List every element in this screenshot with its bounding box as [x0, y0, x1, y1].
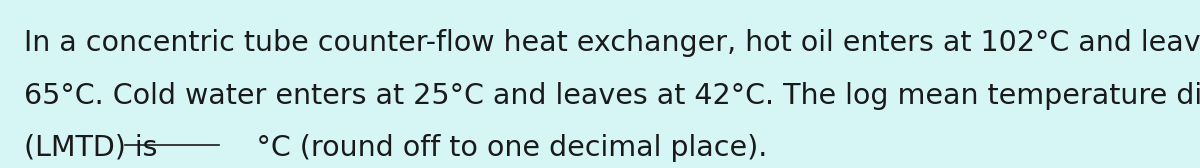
Text: 65°C. Cold water enters at 25°C and leaves at 42°C. The log mean temperature dif: 65°C. Cold water enters at 25°C and leav…	[24, 82, 1200, 110]
Text: (LMTD) is           °C (round off to one decimal place).: (LMTD) is °C (round off to one decimal p…	[24, 134, 768, 162]
Text: In a concentric tube counter-flow heat exchanger, hot oil enters at 102°C and le: In a concentric tube counter-flow heat e…	[24, 29, 1200, 57]
